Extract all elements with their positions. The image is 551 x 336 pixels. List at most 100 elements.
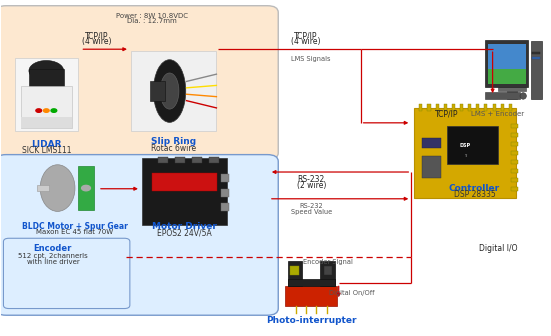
Text: Digital On/Off: Digital On/Off: [328, 290, 374, 296]
Bar: [288, 261, 302, 286]
FancyBboxPatch shape: [0, 155, 278, 315]
Text: EPOS2 24V/5A: EPOS2 24V/5A: [158, 228, 212, 237]
Bar: [484, 104, 488, 111]
Bar: [531, 41, 542, 98]
Bar: [21, 86, 72, 128]
Bar: [428, 104, 430, 111]
Bar: [78, 166, 94, 210]
Text: TCP/IP: TCP/IP: [85, 31, 109, 40]
Circle shape: [51, 109, 57, 112]
FancyBboxPatch shape: [0, 6, 278, 160]
Bar: [488, 44, 526, 84]
Text: Encoder Signal: Encoder Signal: [303, 259, 353, 265]
Bar: [414, 108, 516, 198]
Text: TI: TI: [463, 154, 467, 158]
Circle shape: [82, 185, 90, 191]
Text: TCP/IP: TCP/IP: [435, 110, 458, 119]
Bar: [131, 51, 217, 131]
Bar: [511, 178, 518, 182]
Bar: [468, 104, 471, 111]
Text: with line driver: with line driver: [26, 259, 79, 265]
Text: (2 wire): (2 wire): [296, 181, 326, 190]
Text: Digital I/O: Digital I/O: [479, 244, 517, 253]
Bar: [501, 104, 504, 111]
Bar: [288, 279, 334, 286]
Ellipse shape: [520, 93, 526, 99]
Text: Power : 8W 10.8VDC: Power : 8W 10.8VDC: [116, 13, 188, 19]
Text: Rotac 6wire: Rotac 6wire: [152, 144, 196, 153]
Bar: [21, 117, 72, 128]
Bar: [150, 81, 165, 101]
Bar: [498, 87, 526, 91]
Bar: [444, 104, 447, 111]
Ellipse shape: [40, 165, 75, 211]
Bar: [436, 104, 439, 111]
Bar: [285, 286, 337, 306]
Bar: [532, 52, 539, 54]
Text: Dia. : 12.7mm: Dia. : 12.7mm: [127, 18, 177, 25]
Bar: [220, 174, 229, 182]
Bar: [419, 104, 423, 111]
Bar: [511, 187, 518, 191]
Text: LMS Signals: LMS Signals: [291, 56, 331, 62]
Text: Controller: Controller: [449, 183, 500, 193]
Bar: [423, 137, 441, 149]
Ellipse shape: [160, 73, 179, 109]
Bar: [220, 204, 229, 211]
Bar: [153, 173, 217, 192]
Bar: [511, 142, 518, 146]
Text: BLDC Motor + Spur Gear: BLDC Motor + Spur Gear: [22, 222, 128, 231]
Bar: [511, 124, 518, 128]
Bar: [511, 169, 518, 173]
Text: Encoder: Encoder: [34, 244, 72, 253]
Bar: [320, 261, 334, 286]
Text: Slip Ring: Slip Ring: [152, 137, 196, 146]
Bar: [485, 92, 520, 98]
Bar: [220, 189, 229, 197]
Bar: [447, 126, 498, 164]
Bar: [158, 157, 168, 163]
Text: 512 cpt, 2channerls: 512 cpt, 2channerls: [18, 253, 88, 259]
Bar: [15, 57, 78, 131]
Bar: [532, 57, 539, 59]
Text: DSP 28335: DSP 28335: [453, 190, 495, 199]
Bar: [507, 89, 517, 98]
Ellipse shape: [153, 60, 186, 122]
Bar: [290, 266, 299, 275]
Text: Speed Value: Speed Value: [290, 209, 332, 215]
Text: Motor Driver: Motor Driver: [153, 222, 217, 231]
Text: LIDAR: LIDAR: [31, 140, 62, 149]
Text: (4 wire): (4 wire): [291, 37, 321, 46]
Bar: [509, 104, 512, 111]
Bar: [493, 104, 495, 111]
Bar: [488, 69, 526, 84]
Text: RS-232: RS-232: [298, 175, 325, 184]
Bar: [452, 104, 455, 111]
Text: Maxon EC 45 flat 70W: Maxon EC 45 flat 70W: [36, 229, 114, 235]
Text: (4 wire): (4 wire): [82, 37, 112, 46]
Circle shape: [36, 109, 41, 112]
Bar: [423, 156, 441, 178]
Bar: [142, 158, 228, 225]
Circle shape: [44, 109, 49, 112]
Bar: [175, 157, 185, 163]
Bar: [485, 40, 528, 87]
Bar: [192, 157, 202, 163]
Text: LMS + Encoder: LMS + Encoder: [471, 112, 524, 118]
Bar: [209, 157, 219, 163]
Text: TCP/IP: TCP/IP: [294, 31, 317, 40]
Text: DSP: DSP: [460, 143, 471, 148]
FancyBboxPatch shape: [3, 238, 130, 308]
Bar: [460, 104, 463, 111]
Bar: [511, 160, 518, 164]
Ellipse shape: [29, 60, 64, 81]
Bar: [324, 266, 332, 275]
Bar: [29, 69, 64, 87]
Bar: [511, 133, 518, 137]
Text: SICK LMS111: SICK LMS111: [21, 146, 71, 155]
Text: RS-232: RS-232: [299, 204, 323, 209]
Text: Photo-interrupter: Photo-interrupter: [266, 316, 356, 325]
Bar: [476, 104, 479, 111]
Bar: [511, 151, 518, 155]
Bar: [37, 185, 48, 192]
